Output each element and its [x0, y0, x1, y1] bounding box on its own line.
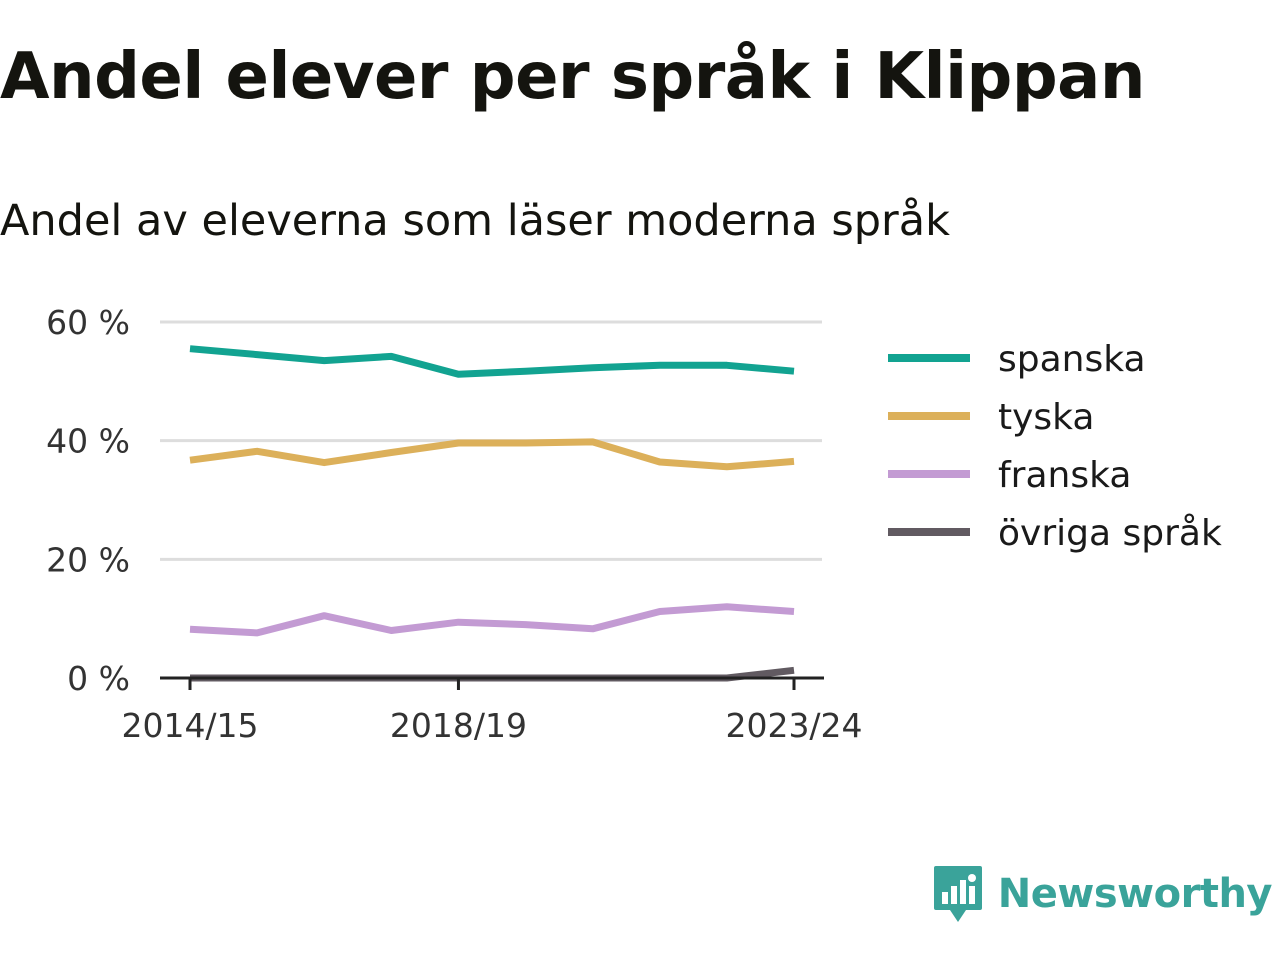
- y-tick-label: 60 %: [46, 303, 130, 342]
- newsworthy-logo[interactable]: Newsworthy: [932, 864, 1273, 924]
- newsworthy-logo-icon: [933, 866, 982, 922]
- series-lines: [189, 345, 795, 682]
- y-tick-label: 20 %: [46, 540, 130, 579]
- legend-label: tyska: [998, 397, 1094, 438]
- x-axis-labels: 2014/15 2018/19 2023/24: [121, 706, 862, 745]
- series-line: [189, 345, 795, 378]
- legend-label: övriga språk: [998, 513, 1222, 554]
- newsworthy-logo-text: Newsworthy: [997, 871, 1273, 917]
- chart-subtitle: Andel av eleverna som läser moderna språ…: [0, 196, 950, 246]
- line-chart: 0 % 20 % 40 % 60 % 2014/15 2018/19 2023/24 sp…: [46, 303, 1222, 745]
- series-line: [189, 603, 795, 637]
- y-tick-label: 40 %: [46, 422, 130, 461]
- chart-title: Andel elever per språk i Klippan: [0, 40, 1145, 114]
- legend-label: franska: [998, 455, 1131, 496]
- y-tick-label: 0 %: [67, 659, 130, 698]
- x-axis: [160, 676, 824, 690]
- legend-label: spanska: [998, 339, 1146, 380]
- x-tick-label: 2014/15: [121, 706, 258, 745]
- legend: spanska tyska franska övriga språk: [888, 339, 1222, 554]
- x-tick-label: 2023/24: [725, 706, 862, 745]
- series-line: [189, 438, 795, 471]
- y-axis-labels: 0 % 20 % 40 % 60 %: [46, 303, 130, 698]
- x-tick-label: 2018/19: [390, 706, 527, 745]
